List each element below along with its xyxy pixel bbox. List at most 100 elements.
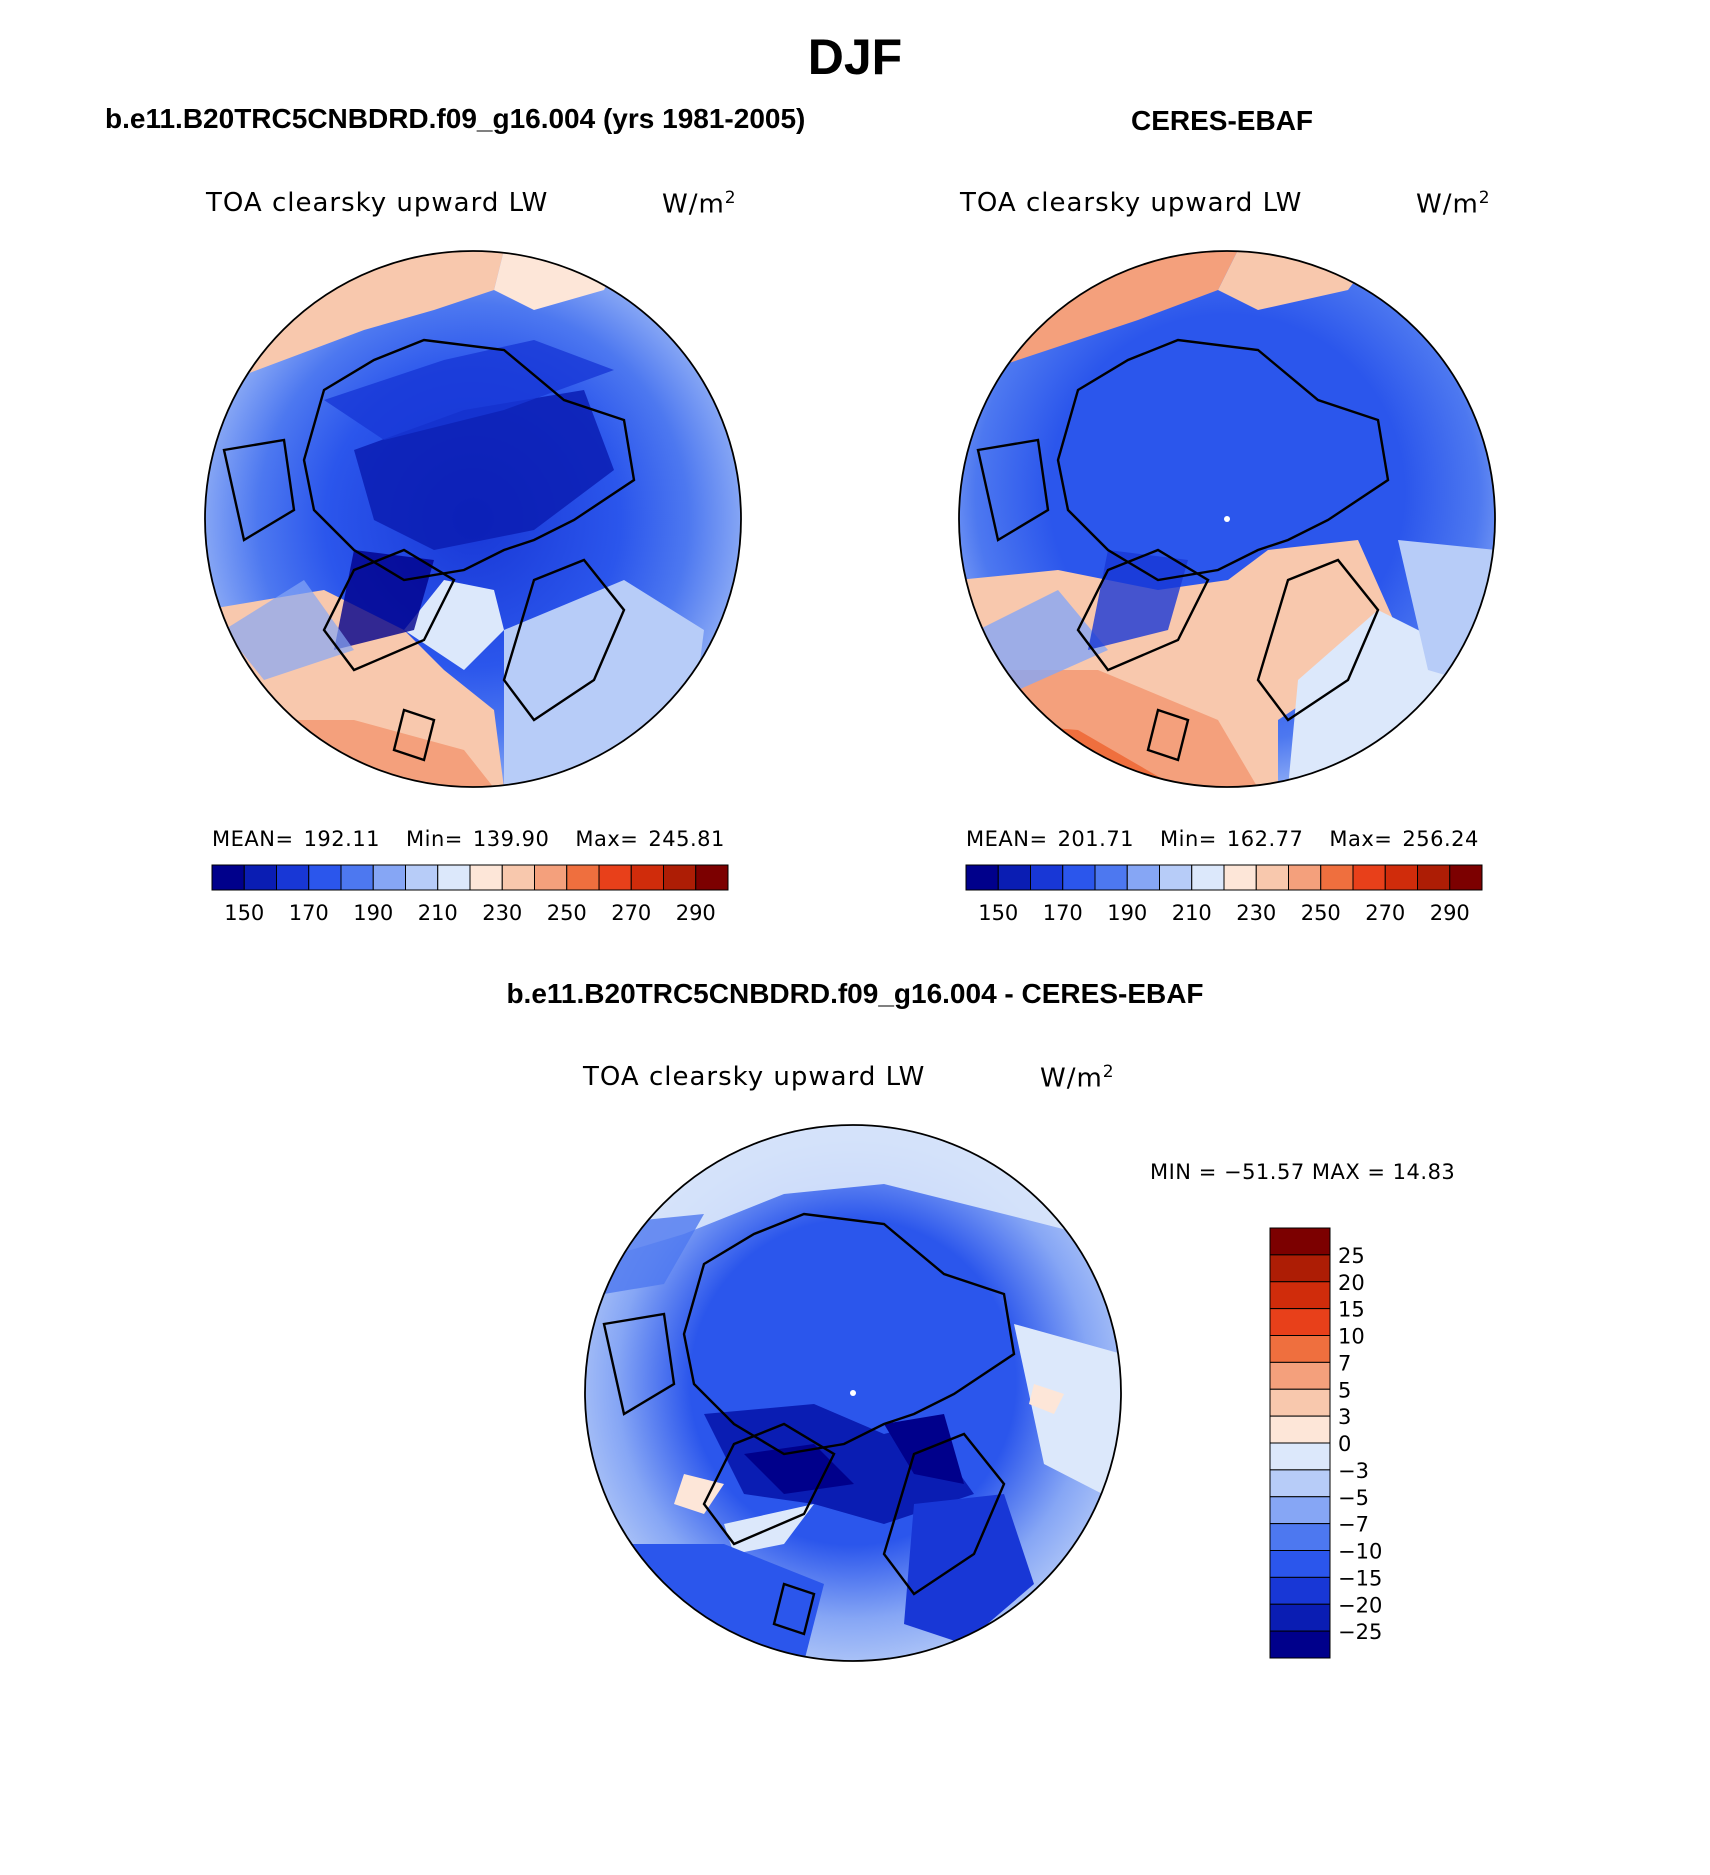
model-colorbar: 150 170 190 210 230 250 270 290 bbox=[211, 864, 729, 925]
model-mean-label: MEAN= bbox=[212, 827, 294, 851]
obs-max-value: 256.24 bbox=[1402, 827, 1479, 851]
diff-colorbar-swatch bbox=[1269, 1254, 1331, 1283]
diff-colorbar-swatch bbox=[1269, 1469, 1331, 1498]
model-colorbar-tick-label: 290 bbox=[676, 901, 716, 925]
obs-max-label: Max= bbox=[1329, 827, 1393, 851]
model-colorbar-swatch bbox=[598, 864, 632, 891]
obs-colorbar-tick-label: 250 bbox=[1301, 901, 1341, 925]
diff-colorbar-swatch bbox=[1269, 1388, 1331, 1417]
diff-variable-label: TOA clearsky upward LW bbox=[583, 1062, 926, 1092]
diff-colorbar-tick-label: −20 bbox=[1338, 1593, 1382, 1617]
obs-min-value: 162.77 bbox=[1226, 827, 1304, 851]
diff-colorbar-swatch bbox=[1269, 1308, 1331, 1336]
obs-colorbar-swatch bbox=[1320, 864, 1354, 891]
model-colorbar-swatch bbox=[308, 864, 342, 891]
diff-colorbar-tick-label: −7 bbox=[1338, 1513, 1369, 1537]
diff-colorbar-tick-label: 7 bbox=[1338, 1351, 1351, 1375]
diff-colorbar-swatch bbox=[1269, 1576, 1331, 1605]
diff-colorbar-tick-label: −10 bbox=[1338, 1540, 1382, 1564]
obs-mean-value: 201.71 bbox=[1057, 827, 1135, 851]
obs-colorbar-tick-label: 170 bbox=[1043, 901, 1083, 925]
diff-colorbar-swatch bbox=[1269, 1361, 1331, 1390]
model-colorbar-tick-label: 250 bbox=[547, 901, 587, 925]
diff-min-max: MIN = −51.57 MAX = 14.83 bbox=[1150, 1160, 1456, 1184]
obs-colorbar-swatch bbox=[1352, 864, 1386, 891]
model-colorbar-tick-label: 190 bbox=[353, 901, 393, 925]
obs-colorbar-swatch bbox=[1062, 864, 1096, 891]
model-variable-label: TOA clearsky upward LW bbox=[206, 188, 549, 218]
obs-colorbar-tick-label: 290 bbox=[1430, 901, 1470, 925]
model-colorbar-swatch bbox=[211, 864, 245, 891]
diff-colorbar-swatch bbox=[1269, 1550, 1331, 1578]
model-colorbar-tick-label: 210 bbox=[418, 901, 458, 925]
obs-colorbar-tick-label: 150 bbox=[978, 901, 1018, 925]
diff-colorbar-swatch bbox=[1269, 1523, 1331, 1551]
obs-mean-label: MEAN= bbox=[966, 827, 1048, 851]
obs-colorbar-swatch bbox=[1094, 864, 1128, 891]
model-max-value: 245.81 bbox=[648, 827, 725, 851]
model-min-label: Min= bbox=[406, 827, 463, 851]
obs-colorbar-swatch bbox=[1255, 864, 1289, 891]
model-colorbar-tick-label: 170 bbox=[289, 901, 329, 925]
diff-colorbar-tick-label: −5 bbox=[1338, 1486, 1369, 1510]
diff-panel-title: b.e11.B20TRC5CNBDRD.f09_g16.004 - CERES-… bbox=[506, 978, 1204, 1009]
obs-colorbar-tick-label: 230 bbox=[1236, 901, 1276, 925]
obs-colorbar-tick-label: 210 bbox=[1172, 901, 1212, 925]
obs-stats: MEAN= 201.71 Min= 162.77 Max= 256.24 bbox=[966, 827, 1479, 851]
diff-colorbar-tick-label: −25 bbox=[1338, 1620, 1382, 1644]
obs-colorbar-swatch bbox=[1417, 864, 1451, 891]
model-stats: MEAN= 192.11 Min= 139.90 Max= 245.81 bbox=[212, 827, 725, 851]
diff-colorbar-tick-label: 25 bbox=[1338, 1244, 1365, 1268]
obs-colorbar-tick-label: 190 bbox=[1107, 901, 1147, 925]
model-polar-map bbox=[204, 250, 742, 788]
diff-colorbar-tick-label: 20 bbox=[1338, 1271, 1365, 1295]
obs-colorbar-swatch bbox=[1191, 864, 1225, 891]
obs-colorbar-swatch bbox=[1384, 864, 1418, 891]
obs-variable-label: TOA clearsky upward LW bbox=[960, 188, 1303, 218]
model-mean-value: 192.11 bbox=[303, 827, 381, 851]
diff-colorbar-tick-label: 0 bbox=[1338, 1432, 1351, 1456]
model-colorbar-swatch bbox=[534, 864, 568, 891]
diff-colorbar-swatch bbox=[1269, 1335, 1331, 1363]
model-colorbar-swatch bbox=[405, 864, 439, 891]
diff-colorbar-swatch bbox=[1269, 1496, 1331, 1525]
diff-colorbar-swatch bbox=[1269, 1227, 1331, 1256]
obs-panel-title: CERES-EBAF bbox=[1131, 105, 1314, 136]
diff-colorbar-swatch bbox=[1269, 1442, 1331, 1471]
diff-colorbar-tick-label: 15 bbox=[1338, 1298, 1365, 1322]
obs-min-label: Min= bbox=[1160, 827, 1217, 851]
diff-colorbar-tick-label: 3 bbox=[1338, 1405, 1351, 1429]
model-panel-title: b.e11.B20TRC5CNBDRD.f09_g16.004 (yrs 198… bbox=[105, 103, 806, 134]
obs-colorbar-tick-label: 270 bbox=[1365, 901, 1405, 925]
diff-colorbar-tick-label: −3 bbox=[1338, 1459, 1369, 1483]
model-colorbar-tick-label: 150 bbox=[224, 901, 264, 925]
diff-colorbar-tick-label: 10 bbox=[1338, 1325, 1365, 1349]
obs-colorbar-swatch bbox=[1288, 864, 1322, 891]
obs-colorbar-swatch bbox=[1159, 864, 1193, 891]
season-title: DJF bbox=[807, 29, 903, 85]
model-colorbar-swatch bbox=[437, 864, 471, 891]
diff-colorbar-swatch bbox=[1269, 1281, 1331, 1310]
diff-colorbar-swatch bbox=[1269, 1603, 1331, 1632]
obs-colorbar-swatch bbox=[1030, 864, 1064, 891]
model-colorbar-swatch bbox=[566, 864, 600, 891]
diff-colorbar-swatch bbox=[1269, 1415, 1331, 1444]
diff-colorbar: 25 20 15 107 5 3 0 −3 −5 −7 −10−15 −20 −25 bbox=[1269, 1227, 1382, 1659]
model-colorbar-swatch bbox=[695, 864, 729, 891]
model-colorbar-swatch bbox=[372, 864, 406, 891]
model-min-value: 139.90 bbox=[472, 827, 550, 851]
obs-colorbar-swatch bbox=[997, 864, 1031, 891]
obs-colorbar-swatch bbox=[1126, 864, 1160, 891]
model-colorbar-tick-label: 270 bbox=[611, 901, 651, 925]
model-max-label: Max= bbox=[575, 827, 639, 851]
obs-colorbar: 150 170 190 210 230 250 270 290 bbox=[965, 864, 1483, 925]
model-colorbar-swatch bbox=[243, 864, 277, 891]
model-colorbar-swatch bbox=[276, 864, 310, 891]
diff-colorbar-swatch bbox=[1269, 1630, 1331, 1659]
obs-colorbar-swatch bbox=[1223, 864, 1257, 891]
obs-colorbar-swatch bbox=[965, 864, 999, 891]
diff-colorbar-tick-label: 5 bbox=[1338, 1378, 1351, 1402]
model-colorbar-swatch bbox=[469, 864, 503, 891]
model-units-label: W/m2 bbox=[662, 188, 737, 220]
diff-units-label: W/m2 bbox=[1040, 1062, 1115, 1094]
